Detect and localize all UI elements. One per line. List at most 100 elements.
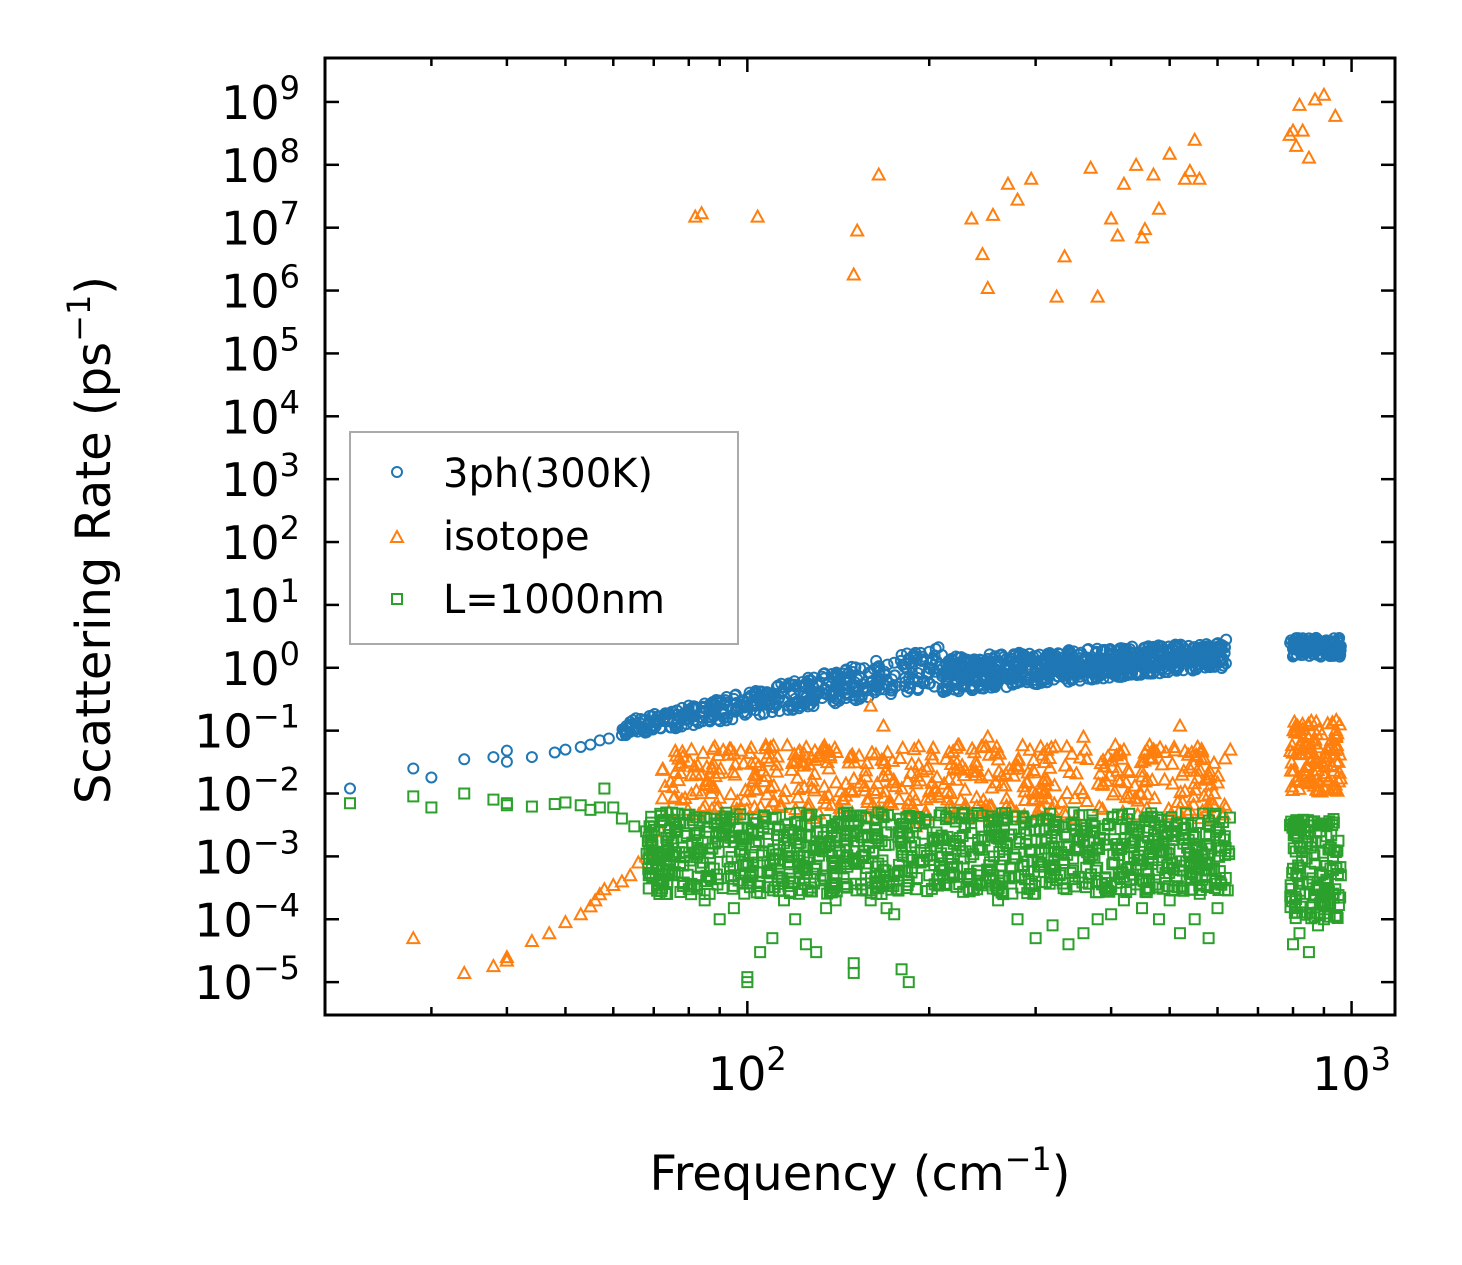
legend-label-3ph: 3ph(300K) xyxy=(443,451,653,497)
y-tick-label: 10−4 xyxy=(194,886,300,947)
data-point xyxy=(743,739,759,754)
data-point xyxy=(787,875,800,888)
data-point xyxy=(885,883,898,896)
data-point xyxy=(956,845,969,858)
data-point xyxy=(654,790,670,805)
data-point xyxy=(939,783,955,798)
data-point xyxy=(1309,637,1322,650)
data-point xyxy=(957,808,970,821)
data-point xyxy=(671,716,684,729)
data-point xyxy=(1285,722,1302,737)
data-point xyxy=(786,828,799,841)
data-point xyxy=(994,777,1010,792)
data-point xyxy=(814,740,831,755)
y-axis-title: Scattering Rate (ps−1) xyxy=(60,276,122,804)
data-point xyxy=(694,843,707,856)
data-point xyxy=(1075,728,1092,743)
data-point xyxy=(1160,846,1173,859)
data-point xyxy=(797,860,810,873)
data-point xyxy=(1060,841,1073,854)
data-point xyxy=(1090,775,1106,790)
data-point xyxy=(865,886,878,899)
data-point xyxy=(1103,210,1119,225)
data-point xyxy=(1116,175,1132,190)
data-point xyxy=(1090,875,1103,888)
data-point xyxy=(749,838,762,851)
data-point xyxy=(712,760,729,775)
data-point xyxy=(757,856,770,869)
data-point xyxy=(980,279,996,294)
data-point xyxy=(778,681,791,694)
data-point xyxy=(856,883,869,896)
data-point xyxy=(1307,752,1324,767)
data-point xyxy=(998,790,1015,805)
data-point xyxy=(705,760,721,775)
data-point xyxy=(1053,869,1066,882)
data-point xyxy=(895,963,908,976)
data-point xyxy=(951,860,964,873)
data-point xyxy=(1085,653,1098,666)
data-point xyxy=(803,851,816,864)
data-point xyxy=(837,807,850,820)
data-point xyxy=(1130,792,1146,807)
data-point xyxy=(930,840,943,853)
data-point xyxy=(1005,828,1018,841)
data-point xyxy=(1082,159,1099,174)
data-point xyxy=(1105,908,1118,921)
data-point xyxy=(984,864,997,877)
y-tick-label: 109 xyxy=(221,69,300,130)
data-point xyxy=(850,694,863,707)
data-point xyxy=(741,706,754,719)
data-point xyxy=(1329,737,1345,752)
data-point xyxy=(826,886,839,899)
data-point xyxy=(766,777,782,792)
data-point xyxy=(559,743,572,756)
data-point xyxy=(854,662,867,675)
legend-box xyxy=(349,431,739,645)
data-point xyxy=(1008,870,1021,883)
data-point xyxy=(948,739,964,754)
data-point xyxy=(1166,739,1182,754)
data-point xyxy=(902,681,915,694)
data-point xyxy=(1026,792,1042,807)
data-point xyxy=(1036,754,1053,769)
data-point xyxy=(1124,840,1137,853)
data-point xyxy=(1206,754,1222,769)
data-point xyxy=(888,656,901,669)
data-point xyxy=(1302,946,1315,959)
data-point xyxy=(1288,899,1301,912)
y-tick-label: 108 xyxy=(221,132,300,193)
data-point xyxy=(1067,645,1080,658)
data-point xyxy=(766,705,779,718)
data-point xyxy=(500,755,513,768)
data-point xyxy=(724,831,737,844)
data-point xyxy=(1077,663,1090,676)
data-point xyxy=(559,796,572,809)
data-point xyxy=(1077,835,1090,848)
data-point xyxy=(1037,783,1054,798)
data-point xyxy=(1151,200,1167,215)
data-point xyxy=(1317,768,1333,783)
data-point xyxy=(991,745,1007,760)
data-point xyxy=(1217,659,1230,672)
data-point xyxy=(856,777,873,793)
data-point xyxy=(859,755,875,770)
data-point xyxy=(686,814,699,827)
data-point xyxy=(1146,857,1159,870)
data-point xyxy=(999,807,1012,820)
data-point xyxy=(407,790,420,803)
data-point xyxy=(1147,654,1160,667)
data-point xyxy=(500,744,513,757)
data-point xyxy=(737,791,753,806)
data-point xyxy=(918,791,934,806)
y-tick-label: 103 xyxy=(221,446,300,507)
data-point xyxy=(687,718,700,731)
data-point xyxy=(858,768,874,783)
tick-labels: 102 10310−510−410−310−210−110010110210310… xyxy=(194,69,1391,1101)
data-point xyxy=(846,770,862,785)
data-point xyxy=(997,814,1010,827)
data-point xyxy=(1037,775,1053,790)
data-point xyxy=(1056,248,1073,263)
data-point xyxy=(751,757,767,772)
data-point xyxy=(984,779,1000,794)
